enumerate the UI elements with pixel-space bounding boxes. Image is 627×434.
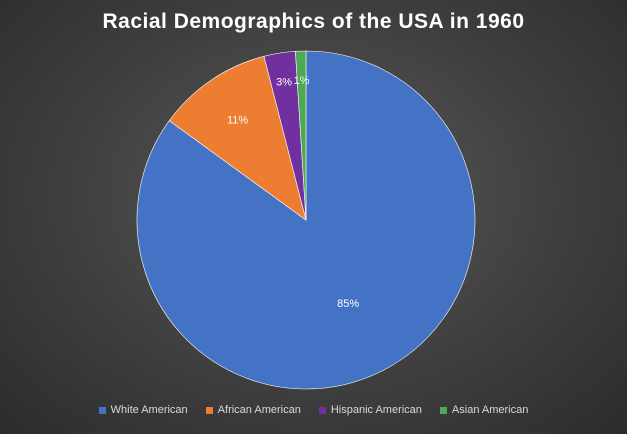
legend-label: African American [217,404,301,416]
legend-label: Asian American [451,404,529,416]
legend-swatch [439,406,447,414]
data-label-african-american: 11% [227,114,248,126]
legend-item-asian-american: Asian American [439,404,529,416]
pie-slice-african-american [168,55,307,221]
legend-swatch [205,406,213,414]
legend-item-hispanic-american: Hispanic American [318,404,422,416]
legend-swatch [98,406,106,414]
pie-slice-asian-american [295,50,307,221]
legend-item-white-american: White American [98,404,188,416]
legend-label: Hispanic American [330,404,422,416]
data-label-white-american: 85% [337,298,359,310]
chart-legend: White American African American Hispanic… [0,404,627,416]
chart-title: Racial Demographics of the USA in 1960 [102,10,525,33]
pie-slice-white-american [136,50,476,390]
data-label-asian-american: 1% [294,75,310,87]
legend-swatch [318,406,326,414]
legend-label: White American [110,404,188,416]
data-label-hispanic-american: 3% [276,76,292,88]
legend-item-african-american: African American [205,404,301,416]
